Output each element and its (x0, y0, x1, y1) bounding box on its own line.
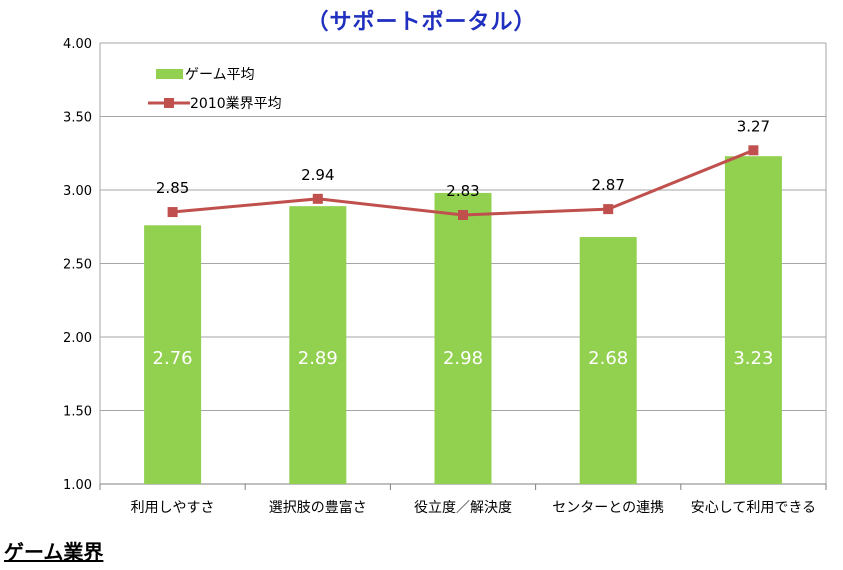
bar-value-label: 2.98 (443, 348, 483, 369)
y-tick-label: 1.00 (63, 478, 92, 493)
x-category-label: 選択肢の豊富さ (269, 499, 367, 516)
bar (434, 192, 492, 484)
line-value-label: 2.83 (446, 182, 479, 200)
line-value-label: 2.94 (301, 166, 334, 184)
line-value-label: 2.85 (156, 179, 189, 197)
legend-label: 2010業界平均 (190, 96, 282, 112)
bar-value-label: 2.68 (588, 348, 628, 369)
line-marker (748, 145, 759, 156)
legend-label: ゲーム平均 (185, 67, 255, 83)
y-tick-label: 4.00 (63, 37, 92, 52)
line-marker (603, 204, 614, 215)
bar-value-label: 3.23 (733, 348, 773, 369)
y-tick-label: 3.00 (63, 184, 92, 199)
bar (289, 206, 347, 485)
x-category-label: 安心して利用できる (691, 500, 816, 516)
line-marker (458, 209, 468, 220)
bar (144, 225, 202, 484)
y-tick-label: 2.50 (63, 258, 92, 273)
bar (579, 237, 637, 484)
legend-swatch-marker (164, 98, 174, 108)
line-marker (167, 207, 178, 218)
section-heading: ゲーム業界 (4, 540, 104, 564)
x-category-label: 役立度／解決度 (414, 500, 512, 516)
bar-value-label: 2.89 (298, 348, 338, 369)
bar (724, 156, 782, 484)
line-marker (312, 193, 323, 204)
line-value-label: 3.27 (737, 117, 770, 135)
y-tick-label: 1.50 (63, 405, 92, 420)
x-category-label: 利用しやすさ (131, 500, 215, 516)
chart-title: （サポートポータル） (306, 10, 537, 35)
x-category-label: センターとの連携 (552, 500, 664, 516)
line-value-label: 2.87 (591, 176, 624, 194)
legend-swatch-bar (156, 69, 183, 79)
y-tick-label: 2.00 (63, 331, 92, 346)
y-tick-label: 3.50 (63, 111, 92, 126)
bar-value-label: 2.76 (153, 348, 193, 369)
